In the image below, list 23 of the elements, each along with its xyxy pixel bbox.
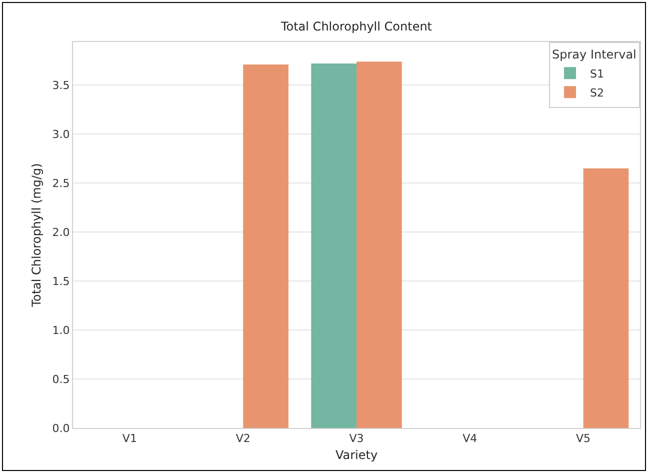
x-tick-label: V3 <box>349 432 364 446</box>
legend-title: Spray Interval <box>552 48 636 62</box>
chart-title: Total Chlorophyll Content <box>280 19 432 34</box>
x-axis-title: Variety <box>335 448 378 462</box>
x-tick-label: V4 <box>462 432 478 446</box>
legend-label: S1 <box>590 67 604 80</box>
bar <box>243 64 288 428</box>
y-tick-label: 1.5 <box>52 274 70 288</box>
x-tick-label: V1 <box>122 432 137 446</box>
y-tick-label: 0.5 <box>52 372 70 386</box>
bar <box>583 168 629 428</box>
bar <box>311 64 356 428</box>
bar <box>356 62 402 428</box>
y-tick-label: 2.0 <box>52 226 70 239</box>
legend-label: S2 <box>590 86 604 100</box>
y-tick-label: 3.0 <box>52 128 70 141</box>
y-tick-label: 2.5 <box>52 176 70 190</box>
y-tick-label: 1.0 <box>52 324 70 337</box>
y-axis-title: Total Chlorophyll (mg/g) <box>30 163 44 308</box>
y-tick-label: 0.0 <box>52 422 70 435</box>
y-tick-label: 3.5 <box>52 78 70 92</box>
x-tick-label: V2 <box>236 432 250 446</box>
x-tick-label: V5 <box>576 432 591 446</box>
